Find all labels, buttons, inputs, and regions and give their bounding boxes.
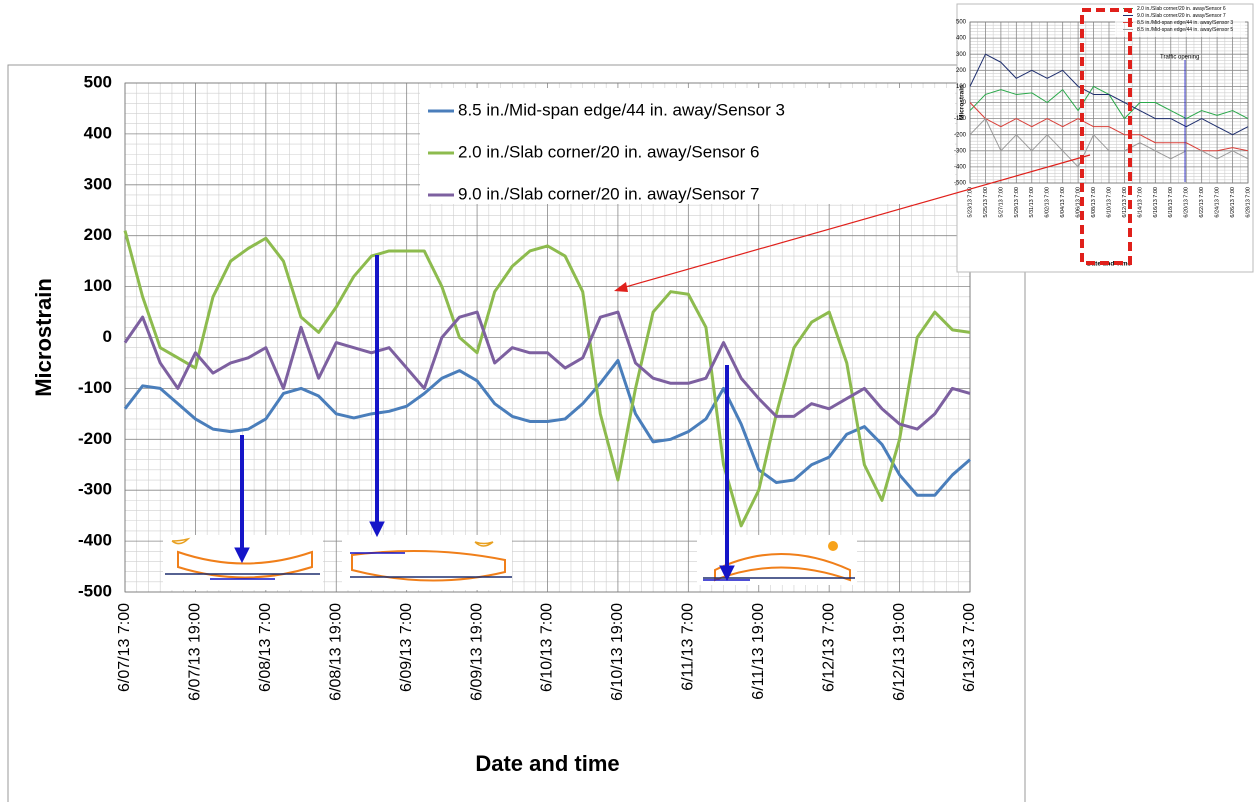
x-tick-label: 6/28/13 7:00: [1245, 187, 1251, 218]
y-tick-label: -400: [954, 164, 967, 170]
moon: [474, 541, 494, 547]
x-tick-label: 5/23/13 7:00: [967, 187, 973, 218]
legend-label: 8.5 in./Mid-span edge/44 in. away/Sensor…: [1137, 20, 1233, 26]
x-tick-label: 6/10/13 7:00: [539, 603, 556, 692]
legend-box: [1115, 5, 1245, 37]
series-line: [123, 230, 971, 528]
x-tick-label: 6/11/13 7:00: [680, 603, 697, 691]
y-tick-label: 200: [956, 68, 967, 74]
y-tick-label: 300: [84, 174, 112, 193]
legend-label: 8.5 in./Mid-span edge/44 in. away/Sensor…: [458, 100, 785, 119]
diagram-morning: [342, 535, 512, 590]
x-tick-label: 6/10/13 19:00: [609, 603, 626, 701]
diagram-day: [697, 535, 857, 585]
series-line: [969, 118, 1249, 168]
y-tick-label: 500: [84, 72, 112, 91]
y-tick-label: 0: [103, 327, 112, 346]
main-chart: -500 -400 -300 -200 -100 0 100 200 300 400 500 6/07…: [31, 72, 978, 775]
y-tick-label: -300: [954, 148, 967, 154]
x-tick-label: 6/04/13 7:00: [1060, 187, 1066, 218]
x-tick-label: 6/08/13 7:00: [257, 603, 274, 692]
y-axis-title: Microstrain: [959, 85, 966, 120]
legend-label: 9.0 in./Slab corner/20 in. away/Sensor 7: [1137, 13, 1226, 19]
sun: [828, 541, 838, 551]
y-tick-label: 300: [956, 52, 967, 58]
legend-label: 9.0 in./Slab corner/20 in. away/Sensor 7: [458, 184, 759, 203]
y-tick-label: -500: [954, 181, 967, 187]
y-tick-label: 200: [84, 225, 112, 244]
series-line: [123, 358, 971, 497]
x-tick-label: 5/27/13 7:00: [998, 187, 1004, 218]
x-axis-title: Date and time: [475, 751, 619, 776]
y-tick-label: 500: [956, 20, 967, 26]
y-axis-title: Microstrain: [31, 278, 56, 397]
x-tick-label: 6/26/13 7:00: [1230, 187, 1236, 218]
arrow-head: [719, 565, 735, 582]
x-tick-label: 6/09/13 7:00: [398, 603, 415, 692]
legend-box: [420, 88, 955, 204]
legend-label: 2.0 in./Slab corner/20 in. away/Sensor 6: [458, 142, 759, 161]
arrow-head: [369, 521, 385, 538]
x-tick-label: 6/11/13 19:00: [750, 603, 767, 700]
y-tick-label: 100: [84, 276, 112, 295]
x-tick-label: 6/13/13 7:00: [961, 603, 978, 692]
y-tick-label: -300: [78, 480, 112, 499]
zoom-arrow: [621, 154, 1091, 289]
x-tick-label: 6/07/13 19:00: [187, 603, 204, 701]
y-tick-label: 400: [956, 36, 967, 42]
y-tick-label: 100: [956, 84, 967, 90]
x-tick-label: 5/29/13 7:00: [1014, 187, 1020, 218]
legend-label: 2.0 in./Slab corner/20 in. away/Sensor 6: [1137, 6, 1226, 12]
x-tick-label: 6/22/13 7:00: [1199, 187, 1205, 218]
series-line: [969, 53, 1249, 136]
y-tick-label: -400: [78, 531, 112, 550]
y-tick-label: -200: [78, 429, 112, 448]
y-tick-label: -100: [78, 378, 112, 397]
zoom-window: [1080, 8, 1132, 265]
plot-border: [124, 82, 971, 593]
legend-label: 8.5 in./Mid-span edge/44 in. away/Sensor…: [1137, 27, 1233, 33]
x-tick-label: 6/20/13 7:00: [1184, 187, 1190, 218]
x-tick-label: 6/02/13 7:00: [1045, 187, 1051, 218]
x-tick-label: 6/08/13 7:00: [1091, 187, 1097, 218]
x-tick-label: 5/31/13 7:00: [1029, 187, 1035, 218]
y-tick-label: 400: [84, 123, 112, 142]
y-tick-label: 0: [963, 100, 967, 106]
x-tick-label: 6/10/13 7:00: [1106, 187, 1112, 218]
annotation: Traffic opening: [1160, 55, 1199, 61]
x-axis-title: Date and Time: [1087, 261, 1132, 268]
bending-diagrams: [163, 535, 857, 590]
arrow-head: [234, 547, 250, 564]
y-tick-label: -100: [954, 116, 967, 122]
x-tick-label: 6/08/13 19:00: [327, 603, 344, 701]
slab: [177, 550, 313, 579]
x-tick-label: 6/14/13 7:00: [1137, 187, 1143, 218]
x-tick-label: 6/09/13 19:00: [468, 603, 485, 701]
callout-arrows: [234, 255, 735, 582]
x-tick-label: 6/18/13 7:00: [1168, 187, 1174, 218]
series-line: [123, 310, 971, 431]
x-tick-label: 6/07/13 7:00: [116, 603, 133, 692]
x-tick-label: 6/12/13 7:00: [1122, 187, 1128, 218]
x-tick-label: 5/25/13 7:00: [983, 187, 989, 218]
y-tick-label: -200: [954, 132, 967, 138]
x-tick-label: 6/24/13 7:00: [1215, 187, 1221, 218]
slab: [714, 553, 851, 582]
inset-chart: -500 -400 -300 -200 -100 0 100 200 300 400 500 5/23…: [954, 3, 1254, 273]
x-tick-label: 6/16/13 7:00: [1153, 187, 1159, 218]
zoom-arrow-head: [614, 282, 628, 292]
x-tick-label: 6/12/13 7:00: [820, 603, 837, 692]
moon: [171, 537, 191, 545]
y-tick-label: -500: [78, 581, 112, 600]
x-tick-label: 6/06/13 7:00: [1076, 187, 1082, 218]
x-tick-label: 6/12/13 19:00: [891, 603, 908, 701]
